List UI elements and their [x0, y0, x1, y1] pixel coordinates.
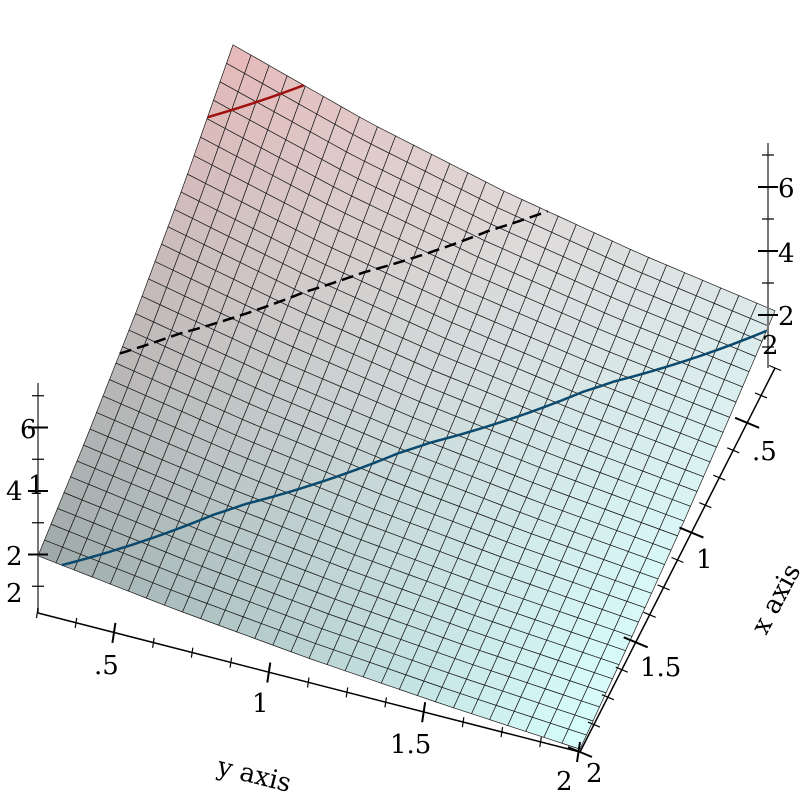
x-minor-tick	[699, 502, 712, 509]
y-minor-tick	[384, 697, 388, 708]
y-tick-label-1.5: 1.5	[390, 730, 431, 760]
z-tick-label-left-6: 6	[20, 415, 37, 445]
x-major-tick	[679, 526, 704, 539]
y-minor-tick	[461, 717, 465, 728]
y-tick-label-2: 2	[556, 767, 573, 797]
contour-line	[119, 210, 549, 355]
z-tick-label-right-4: 4	[778, 239, 795, 269]
x-minor-tick	[601, 694, 615, 701]
x-axis-title: x axis	[746, 559, 808, 639]
x-minor-tick	[768, 364, 782, 372]
x-minor-tick	[657, 584, 670, 591]
contour-line	[61, 329, 767, 567]
x-tick-label-1.5: 1.5	[640, 653, 681, 683]
x-minor-tick	[643, 611, 656, 618]
y-minor-tick	[306, 677, 310, 688]
z-tick-label-left-4: 4	[6, 477, 23, 507]
axes	[28, 143, 782, 763]
x-major-tick	[567, 746, 593, 758]
y-tick-label-0.5: .5	[94, 651, 119, 681]
z-tick-label-right-6: 6	[778, 174, 795, 204]
y-major-tick	[421, 702, 427, 723]
y-minor-tick	[345, 687, 349, 698]
y-minor-tick	[539, 736, 542, 748]
y-minor-tick	[74, 617, 78, 629]
x-tick-label-2: 2	[586, 759, 603, 789]
x-minor-tick	[754, 392, 768, 399]
x-tick-label-0.5: .5	[752, 437, 777, 467]
contour-lines	[61, 84, 767, 567]
y-tick-label-1: 1	[252, 689, 269, 719]
y-minor-tick	[500, 727, 504, 738]
x-minor-tick	[713, 474, 726, 481]
x-tick-label-left-2: 2	[6, 579, 23, 609]
x-minor-tick	[587, 721, 601, 728]
y-axis-line	[37, 612, 581, 753]
y-minor-tick	[35, 607, 39, 619]
x-tick-label-1: 1	[696, 545, 713, 575]
x-minor-tick	[615, 666, 629, 673]
x-minor-tick	[726, 447, 740, 454]
y-major-tick	[266, 662, 272, 683]
x-major-tick	[734, 416, 760, 429]
y-axis-title: y axis	[213, 751, 294, 798]
x-minor-tick	[671, 556, 684, 564]
y-minor-tick	[190, 647, 194, 658]
y-minor-tick	[229, 657, 233, 668]
x-tick-label-right-2: 2	[762, 331, 779, 361]
x-major-tick	[623, 636, 649, 649]
y-minor-tick	[152, 637, 155, 648]
y-major-tick	[111, 622, 117, 644]
surface-mesh	[37, 44, 776, 750]
z-tick-label-right-2: 2	[778, 302, 795, 332]
stray-tick-label-1: 1	[28, 471, 45, 501]
contour-line	[207, 84, 305, 119]
z-tick-label-left-2: 2	[6, 542, 23, 572]
